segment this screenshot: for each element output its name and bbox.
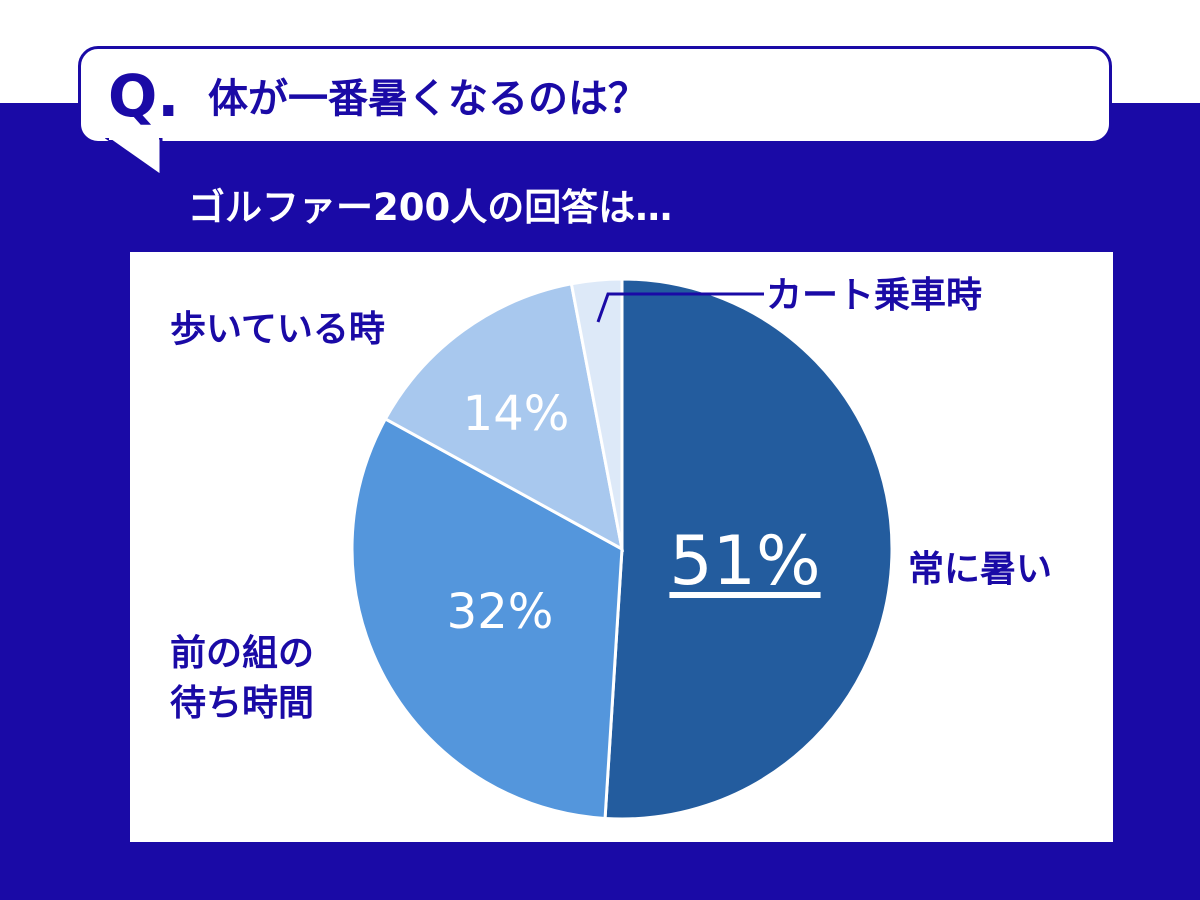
- pie-slice-1: [603, 277, 894, 821]
- label-slice-2-line-2: 待ち時間: [170, 683, 315, 724]
- chart-panel: 常に暑い 前の組の 待ち時間 歩いている時 カート乗車時 51% 32% 14%: [130, 252, 1113, 842]
- question-text: 体が一番暑くなるのは？: [208, 76, 648, 122]
- pct-label-slice-2: 32%: [446, 584, 554, 640]
- pct-label-slice-1: 51%: [669, 522, 821, 601]
- pie-slice-2: [350, 416, 624, 821]
- question-bubble: [78, 46, 1112, 144]
- label-slice-4: カート乗車時: [766, 275, 983, 316]
- pie-chart: [350, 277, 894, 821]
- label-slice-1: 常に暑い: [908, 549, 1053, 590]
- pie-slice-4: [569, 277, 624, 550]
- leader-line-slice-4: [596, 292, 764, 323]
- label-slice-2-line-1: 前の組の: [170, 633, 315, 674]
- bubble-tail: [105, 138, 163, 178]
- pct-label-slice-3: 14%: [462, 386, 570, 442]
- pie-slice-3: [383, 282, 625, 552]
- chart-subtitle: ゴルファー200人の回答は…: [188, 186, 673, 229]
- question-mark-label: Q.: [108, 62, 180, 130]
- label-slice-3: 歩いている時: [170, 309, 385, 350]
